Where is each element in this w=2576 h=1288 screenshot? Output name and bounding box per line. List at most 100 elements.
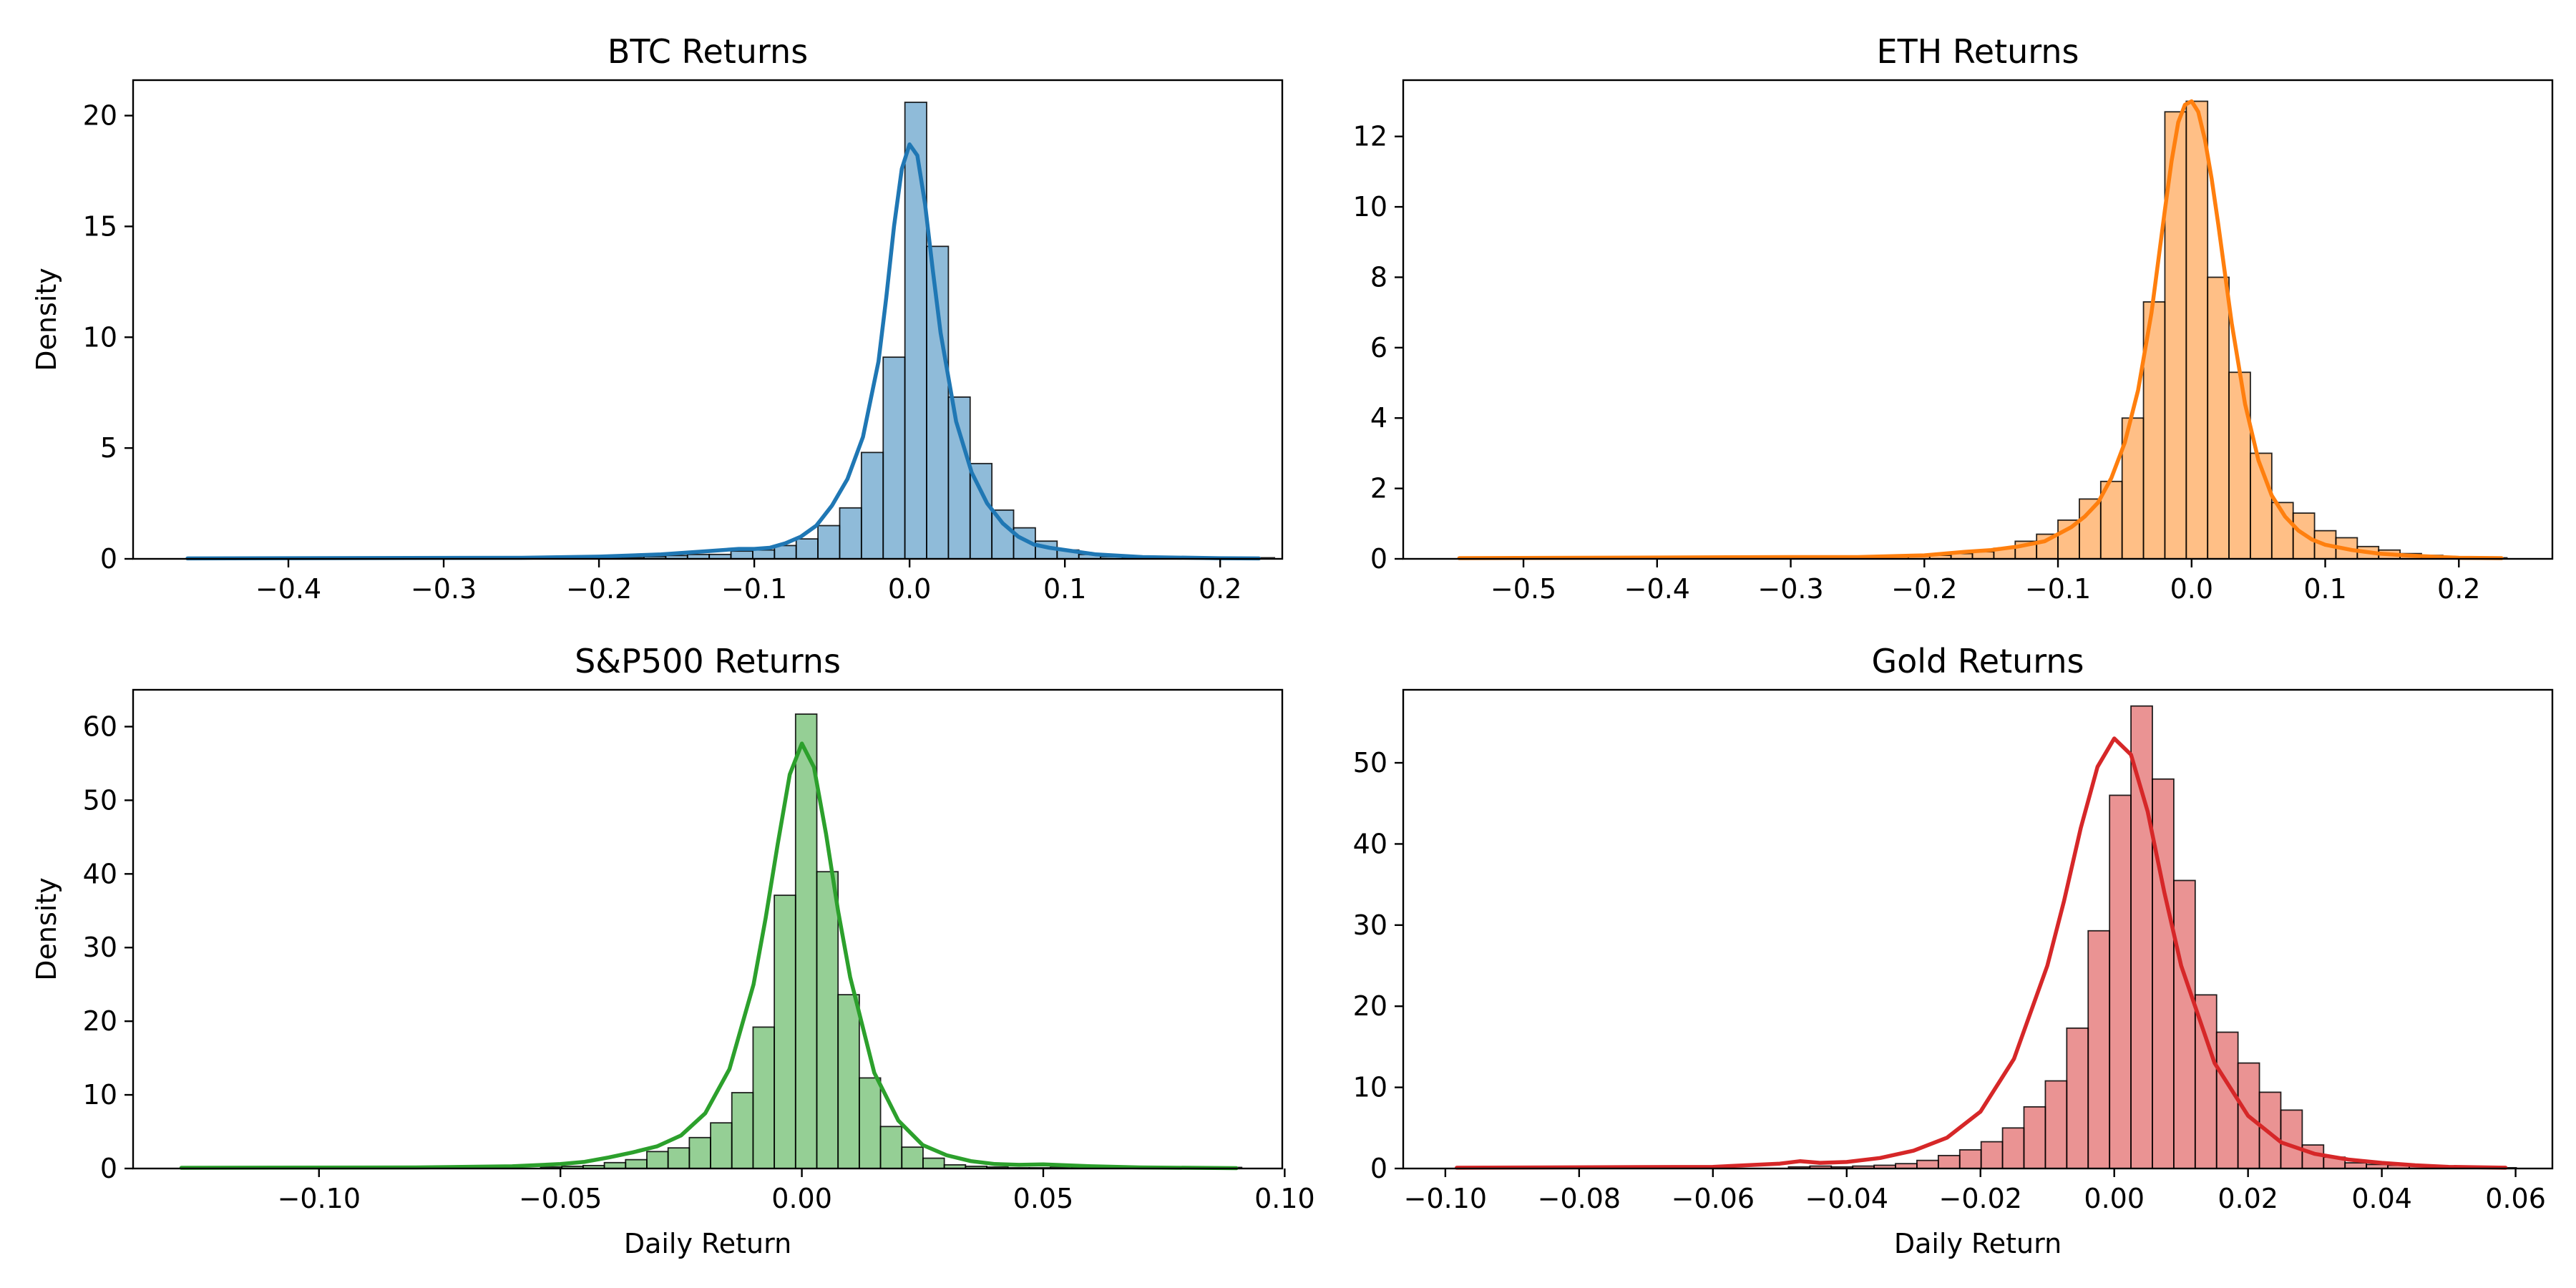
axes-frame [132, 688, 1284, 1170]
panel-title: ETH Returns [1877, 32, 2079, 71]
x-tick-label: 0.05 [1013, 1183, 1074, 1214]
x-tick-label: 0.2 [1199, 573, 1241, 605]
y-tick-label: 40 [1353, 828, 1387, 859]
histogram-bar [1937, 1154, 1961, 1169]
x-tick-label: −0.3 [1757, 573, 1823, 605]
kde-line [179, 741, 1239, 1171]
histogram-bar [817, 525, 841, 560]
panel-sp500: −0.10 −0.05 0.00 0.05 0.10 0 10 20 30 40 50 60 S&P50… [31, 642, 1315, 1259]
x-tick-label: −0.10 [278, 1183, 361, 1214]
x-tick-label: 0.0 [2170, 573, 2213, 605]
histogram-bar [774, 894, 796, 1169]
y-tick-label: 10 [1353, 191, 1387, 223]
x-tick-label: −0.02 [1939, 1183, 2022, 1214]
histogram-bar [603, 1161, 627, 1169]
histogram-bar [2001, 1127, 2025, 1169]
histogram-bar [794, 713, 818, 1169]
histogram-bar [774, 545, 797, 560]
x-axis-label: Daily Return [1894, 1228, 2062, 1259]
histogram-bar [879, 1126, 903, 1169]
histogram-bar [2087, 930, 2111, 1169]
histogram-bar [816, 871, 839, 1169]
kde-line [185, 142, 1262, 561]
histogram-bar [2228, 371, 2251, 560]
x-tick-label: 0.04 [2351, 1183, 2412, 1214]
histogram-bar [2280, 1109, 2303, 1169]
y-axis-label: Density [31, 268, 62, 371]
x-tick-label: −0.1 [721, 573, 787, 605]
panel-gold: −0.10 −0.08 −0.06 −0.04 −0.02 0.00 0.02 0.04 0.0… [1353, 642, 2554, 1259]
axes-frame [1402, 79, 2554, 560]
y-tick-label: 0 [100, 543, 117, 575]
histogram-bar [710, 1122, 733, 1169]
histogram-bar [2079, 498, 2102, 560]
panel-eth: −0.5 −0.4 −0.3 −0.2 −0.1 0.0 0.1 0.2 0 2 4 6 8 10 12 ET… [1353, 32, 2554, 605]
x-tick-label: 0.00 [2084, 1183, 2145, 1214]
panel-title: BTC Returns [608, 32, 808, 71]
axes-frame [132, 79, 1284, 560]
panel-title: Gold Returns [1871, 642, 2084, 680]
histogram-bar [646, 1151, 669, 1169]
histogram-bar [1958, 1149, 1982, 1169]
y-tick-label: 10 [83, 321, 117, 353]
y-tick-label: 0 [1370, 543, 1387, 575]
y-tick-label: 20 [83, 1005, 117, 1037]
histogram-bar [2185, 100, 2209, 560]
y-tick-label: 0 [1370, 1153, 1387, 1184]
x-tick-label: 0.06 [2485, 1183, 2546, 1214]
x-tick-label: 0.02 [2218, 1183, 2278, 1214]
y-tick-label: 50 [83, 784, 117, 816]
histogram-bar [991, 509, 1015, 560]
y-axis-label: Density [31, 877, 62, 980]
histogram-bar [882, 356, 906, 560]
histogram-bar [904, 102, 927, 560]
x-axis-label: Daily Return [624, 1228, 791, 1259]
y-tick-label: 5 [100, 432, 117, 464]
x-tick-label: −0.2 [1891, 573, 1957, 605]
histogram-bar [752, 549, 776, 560]
histogram-bar [839, 507, 862, 560]
y-tick-label: 60 [83, 711, 117, 742]
y-tick-label: 12 [1353, 121, 1387, 152]
y-tick-label: 20 [1353, 990, 1387, 1022]
panel-btc: −0.4 −0.3 −0.2 −0.1 0.0 0.1 0.2 0 5 10 15 20 BTC Ret… [31, 32, 1284, 605]
x-tick-label: −0.05 [519, 1183, 602, 1214]
histogram-bar [2258, 1091, 2282, 1169]
kde-line [1457, 99, 2504, 560]
histogram-bar [752, 1026, 776, 1169]
y-tick-label: 20 [83, 100, 117, 132]
histogram-bar [922, 1157, 945, 1169]
histogram-bar [730, 550, 753, 560]
histogram-bar [2172, 879, 2196, 1169]
x-tick-label: −0.4 [1624, 573, 1690, 605]
histogram-bar [947, 396, 971, 560]
histogram-bar [795, 538, 819, 560]
x-tick-label: 0.1 [1043, 573, 1086, 605]
x-tick-label: −0.04 [1805, 1183, 1888, 1214]
histogram-bar [688, 1136, 711, 1169]
histogram-bar [901, 1146, 924, 1169]
histogram-bar [2207, 276, 2230, 560]
x-tick-label: 0.0 [888, 573, 931, 605]
y-tick-label: 4 [1370, 402, 1387, 434]
x-tick-label: −0.1 [2025, 573, 2091, 605]
histogram-bar [858, 1077, 882, 1169]
axes-frame [1402, 688, 2554, 1170]
histogram-bar [2152, 778, 2175, 1169]
y-tick-label: 10 [83, 1079, 117, 1111]
histogram-bar [2044, 1080, 2068, 1169]
y-tick-label: 10 [1353, 1072, 1387, 1103]
x-tick-label: −0.2 [566, 573, 632, 605]
y-tick-label: 8 [1370, 261, 1387, 293]
panel-title: S&P500 Returns [575, 642, 841, 680]
x-tick-label: −0.06 [1672, 1183, 1755, 1214]
histogram-bar [1980, 1141, 2004, 1169]
x-tick-label: 0.10 [1254, 1183, 1315, 1214]
kde-line [1455, 736, 2508, 1170]
y-tick-label: 40 [83, 858, 117, 889]
x-tick-label: 0.1 [2303, 573, 2346, 605]
y-tick-label: 50 [1353, 747, 1387, 779]
histogram-bar [837, 994, 860, 1169]
y-tick-label: 0 [100, 1153, 117, 1184]
